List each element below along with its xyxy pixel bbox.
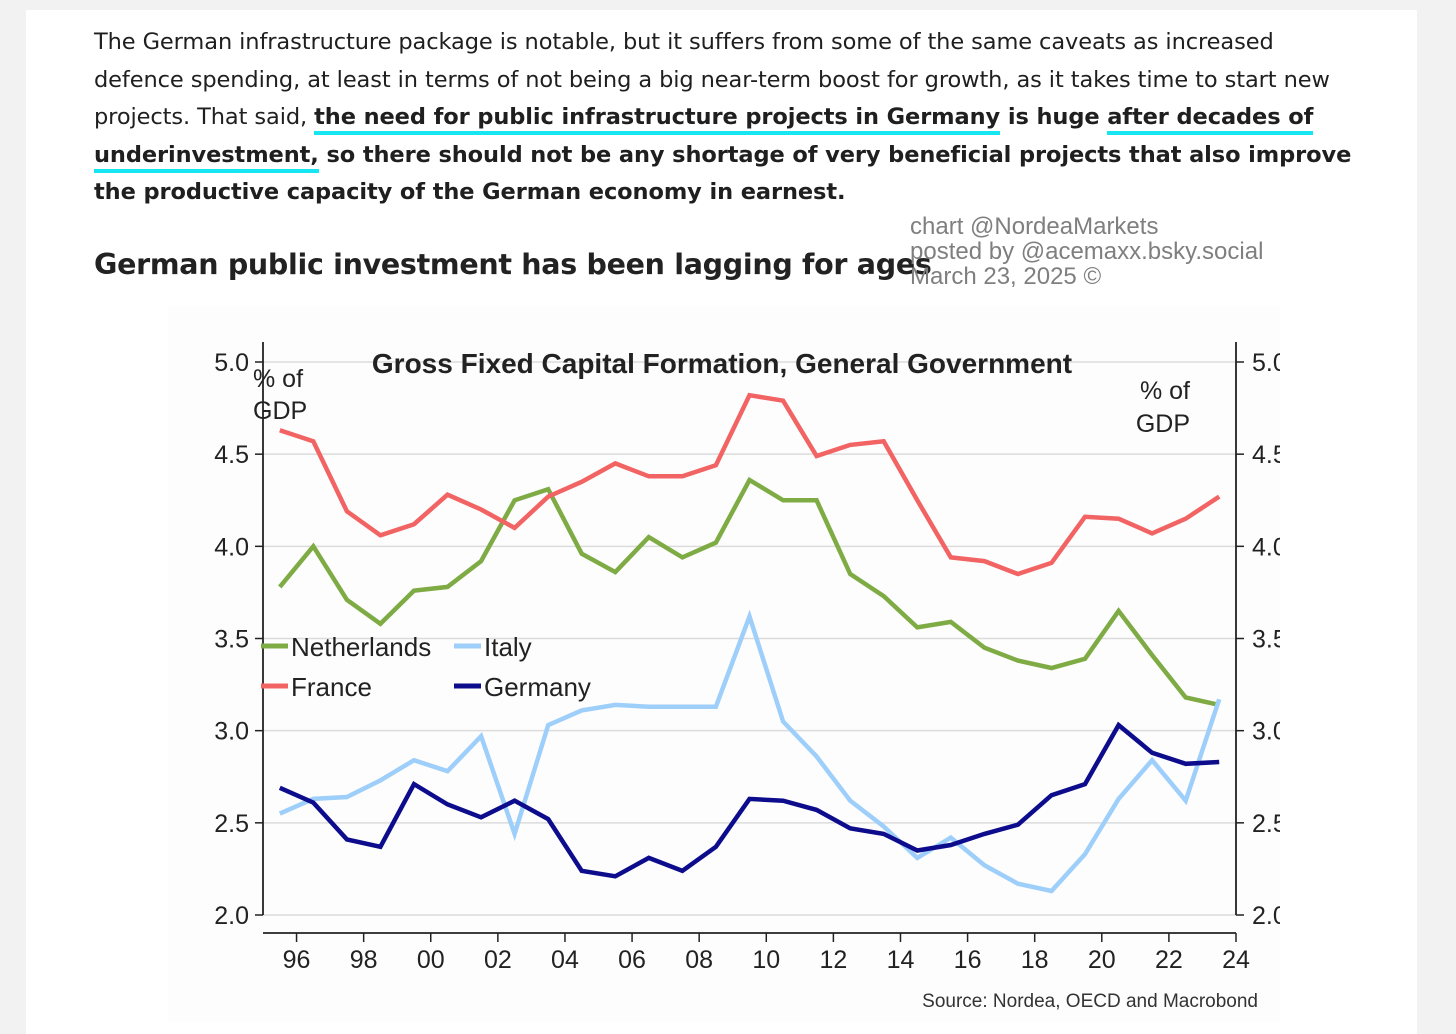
y-tick-label-left: 4.0 xyxy=(214,533,249,561)
chart-image: 2.0 2.0 2.5 2.5 3.0 3.0 3.5 3.5 4.0 4.0 4.5 4.5 5.0 5… xyxy=(168,306,1287,1022)
y-axis-label-right-line1: % of xyxy=(1140,377,1190,405)
article-page: The German infrastructure package is not… xyxy=(26,10,1417,1034)
series-line-italy xyxy=(278,609,1222,894)
legend-label-germany: Germany xyxy=(484,672,591,702)
x-tick-label: 10 xyxy=(752,946,780,974)
highlighted-phrase-1: the need for public infrastructure proje… xyxy=(314,104,1000,135)
x-tick-label: 06 xyxy=(618,946,646,974)
credit-watermark: chart @NordeaMarkets posted by @acemaxx.… xyxy=(910,214,1263,289)
y-tick-label-right: 2.5 xyxy=(1252,810,1280,838)
y-tick-label-left: 2.0 xyxy=(214,902,249,930)
x-tick-label: 20 xyxy=(1088,946,1116,974)
x-tick-label: 04 xyxy=(551,946,579,974)
highlighted-phrase-2: after decades of underinvestment, xyxy=(94,104,1313,173)
paragraph-text-2: is huge xyxy=(1000,104,1108,130)
series-line-france xyxy=(279,392,1221,577)
credit-line-2: posted by @acemaxx.bsky.social xyxy=(910,238,1264,265)
paragraph-text-3: so there should not be any shortage of v… xyxy=(94,141,1352,206)
chart-title: Gross Fixed Capital Formation, General G… xyxy=(372,348,1072,379)
y-tick-label-left: 4.5 xyxy=(214,441,249,469)
y-tick-label-left: 5.0 xyxy=(214,349,249,377)
y-tick-label-left: 2.5 xyxy=(214,810,249,838)
x-tick-label: 18 xyxy=(1021,946,1049,974)
y-tick-label-left: 3.5 xyxy=(214,626,249,654)
y-axis-label-left-line1: % of xyxy=(253,365,303,393)
article-paragraph: The German infrastructure package is not… xyxy=(94,24,1364,212)
x-tick-label: 22 xyxy=(1155,946,1183,974)
x-tick-label: 12 xyxy=(819,946,847,974)
legend-label-netherlands: Netherlands xyxy=(291,632,431,662)
y-tick-label-right: 2.0 xyxy=(1252,902,1280,930)
paragraph-text-1: The German infrastructure package is not… xyxy=(94,29,1330,130)
y-axis-label-left-line2: GDP xyxy=(253,397,307,425)
y-axis-label-right-line2: GDP xyxy=(1136,410,1190,438)
series-layer xyxy=(278,392,1222,894)
series-line-netherlands xyxy=(278,476,1220,708)
legend-label-italy: Italy xyxy=(484,632,532,662)
y-tick-label-left: 3.0 xyxy=(214,718,249,746)
x-tick-label: 14 xyxy=(887,946,915,974)
x-tick-label: 24 xyxy=(1222,946,1250,974)
x-tick-label: 02 xyxy=(484,946,512,974)
chart-source: Source: Nordea, OECD and Macrobond xyxy=(922,991,1258,1012)
x-tick-label: 98 xyxy=(350,946,378,974)
y-tick-label-right: 3.0 xyxy=(1252,718,1280,746)
y-tick-label-right: 4.0 xyxy=(1252,533,1280,561)
section-heading: German public investment has been laggin… xyxy=(94,248,932,281)
x-tick-label: 08 xyxy=(685,946,713,974)
x-tick-label: 00 xyxy=(417,946,445,974)
x-tick-label: 96 xyxy=(283,946,311,974)
credit-line-1: chart @NordeaMarkets xyxy=(910,213,1159,240)
series-line-germany xyxy=(278,721,1220,879)
x-tick-label: 16 xyxy=(954,946,982,974)
legend: Netherlands France Italy Germany xyxy=(261,632,591,702)
y-tick-label-right: 3.5 xyxy=(1252,626,1280,654)
y-tick-label-right: 5.0 xyxy=(1252,349,1280,377)
credit-line-3: March 23, 2025 © xyxy=(910,263,1102,290)
line-chart: 2.0 2.0 2.5 2.5 3.0 3.0 3.5 3.5 4.0 4.0 4.5 4.5 5.0 5… xyxy=(214,342,1287,1012)
grid-layer xyxy=(263,361,1236,916)
legend-label-france: France xyxy=(291,672,372,702)
y-tick-label-right: 4.5 xyxy=(1252,441,1280,469)
